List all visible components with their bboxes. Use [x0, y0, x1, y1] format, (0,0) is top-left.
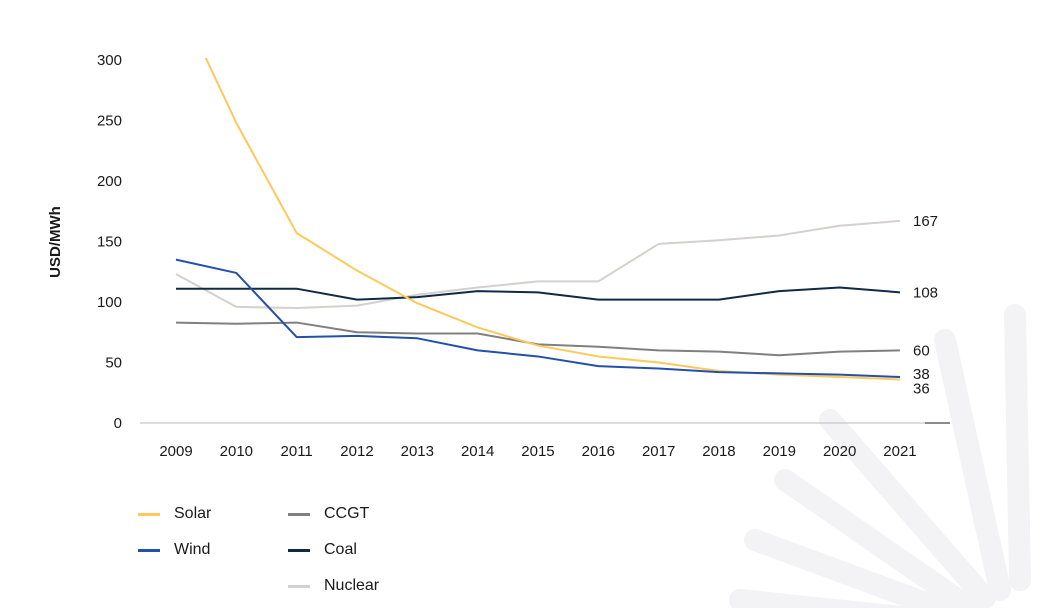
x-tick-label: 2020: [823, 443, 856, 460]
legend-item-ccgt: CCGT: [288, 505, 369, 523]
legend-swatch: [138, 512, 160, 516]
sunburst-ray: [744, 529, 961, 608]
legend-label: CCGT: [324, 505, 370, 522]
sunburst-ray: [774, 469, 981, 608]
y-tick-label: 250: [97, 113, 122, 130]
series-line-wind: [175, 258, 901, 379]
end-label-wind: 38: [913, 366, 930, 383]
y-tick-label: 300: [97, 52, 122, 69]
legend-swatch: [288, 512, 310, 516]
legend-label: Nuclear: [324, 577, 380, 594]
legend-item-coal: Coal: [288, 541, 357, 559]
legend-label: Wind: [174, 541, 211, 558]
x-tick-label: 2019: [763, 443, 796, 460]
x-tick-label: 2009: [159, 443, 192, 460]
x-tick-label: 2013: [401, 443, 434, 460]
y-tick-label: 0: [114, 415, 122, 432]
y-tick-label: 200: [97, 173, 122, 190]
x-tick-label: 2017: [642, 443, 675, 460]
end-label-solar: 36: [913, 380, 930, 397]
legend-item-wind: Wind: [138, 541, 210, 559]
x-tick-label: 2012: [340, 443, 373, 460]
y-tick-label: 50: [105, 355, 122, 372]
y-axis-label: USD/MWh: [47, 206, 64, 278]
series-line-coal: [176, 286, 901, 301]
x-tick-label: 2018: [702, 443, 735, 460]
end-label-coal: 108: [913, 284, 938, 301]
x-tick-label: 2021: [883, 443, 916, 460]
series-line-nuclear: [175, 219, 901, 310]
legend-swatch: [288, 584, 310, 588]
legend-label: Solar: [174, 505, 212, 522]
series-line-solar: [204, 58, 901, 381]
x-tick-label: 2015: [521, 443, 554, 460]
series-line-ccgt: [175, 321, 900, 357]
legend-item-nuclear: Nuclear: [288, 577, 379, 595]
sunburst-ray: [729, 589, 922, 608]
x-tick-label: 2014: [461, 443, 494, 460]
end-label-nuclear: 167: [913, 213, 938, 230]
end-label-ccgt: 60: [913, 342, 930, 359]
sunburst-ray: [819, 409, 996, 608]
x-tick-label: 2011: [281, 443, 313, 460]
y-tick-label: 150: [97, 234, 122, 251]
x-tick-label: 2016: [582, 443, 615, 460]
y-tick-label: 100: [97, 294, 122, 311]
sunburst-ray: [1004, 304, 1031, 591]
sunburst-ray: [934, 329, 1011, 601]
legend-item-solar: Solar: [138, 505, 211, 523]
legend-label: Coal: [324, 541, 357, 558]
x-tick-label: 2010: [220, 443, 253, 460]
legend-swatch: [138, 548, 160, 552]
legend-swatch: [288, 548, 310, 552]
